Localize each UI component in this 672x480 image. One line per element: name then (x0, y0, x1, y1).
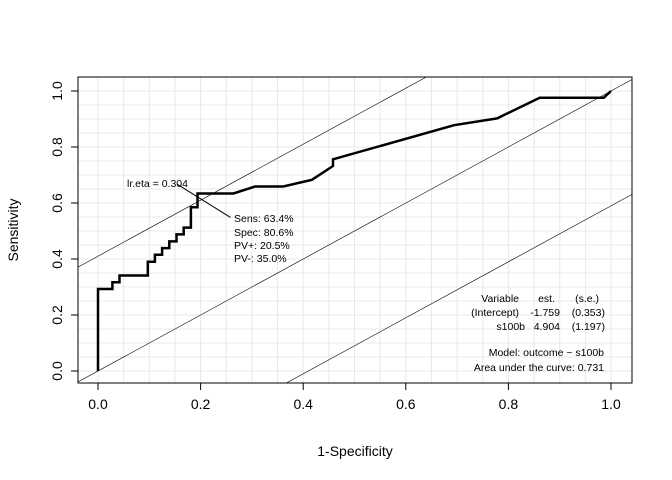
y-tick-label: 1.0 (49, 81, 65, 101)
reference-line (77, 76, 427, 268)
reference-lines (77, 76, 633, 384)
roc-curve (96, 90, 612, 371)
y-tick-label: 0.6 (49, 193, 65, 213)
auc-label: Area under the curve: 0.731 (474, 362, 604, 374)
reference-line (77, 79, 633, 383)
x-tick-label: 0.0 (88, 396, 108, 412)
y-tick-label: 0.8 (49, 137, 65, 157)
stat-sens: Sens: 63.4% (234, 213, 294, 225)
stat-pvneg: PV-: 35.0% (234, 253, 287, 265)
table-row-intercept-variable: (Intercept) (471, 307, 519, 319)
model-formula: Model: outcome ~ s100b (489, 347, 604, 359)
cutoff-leader-line (177, 184, 231, 218)
table-header-variable: Variable (481, 293, 519, 305)
table-header-est: est. (538, 293, 555, 305)
x-tick-label: 0.6 (396, 396, 416, 412)
stat-pvpos: PV+: 20.5% (234, 240, 290, 252)
reference-line (286, 194, 633, 384)
x-tick-label: 0.8 (499, 396, 519, 412)
table-row-intercept-se: (0.353) (572, 307, 605, 319)
table-header-se: (s.e.) (575, 293, 599, 305)
y-tick-label: 0.0 (49, 361, 65, 381)
x-tick-label: 0.2 (191, 396, 211, 412)
stat-spec: Spec: 80.6% (234, 227, 294, 239)
y-tick-label: 0.2 (49, 305, 65, 325)
table-row-intercept-est: -1.759 (530, 307, 560, 319)
x-axis-label: 1-Specificity (317, 443, 392, 459)
x-tick-label: 0.4 (293, 396, 313, 412)
x-tick-label: 1.0 (601, 396, 621, 412)
y-axis: 0.0 0.2 0.4 0.6 0.8 1.0 (49, 81, 78, 381)
x-axis: 0.0 0.2 0.4 0.6 0.8 1.0 (88, 383, 621, 412)
grid-lines (78, 77, 632, 383)
table-row-s100b-se: (1.197) (572, 321, 605, 333)
table-row-s100b-est: 4.904 (534, 321, 560, 333)
table-row-s100b-variable: s100b (496, 321, 525, 333)
y-axis-label: Sensitivity (5, 198, 21, 261)
cutoff-stats: Sens: 63.4% Spec: 80.6% PV+: 20.5% PV-: … (234, 213, 294, 265)
y-tick-label: 0.4 (49, 249, 65, 269)
plot-frame (77, 76, 633, 384)
model-table: Variable est. (s.e.) (Intercept) -1.759 … (471, 293, 605, 374)
cutoff-label: lr.eta = 0.304 (127, 178, 188, 190)
